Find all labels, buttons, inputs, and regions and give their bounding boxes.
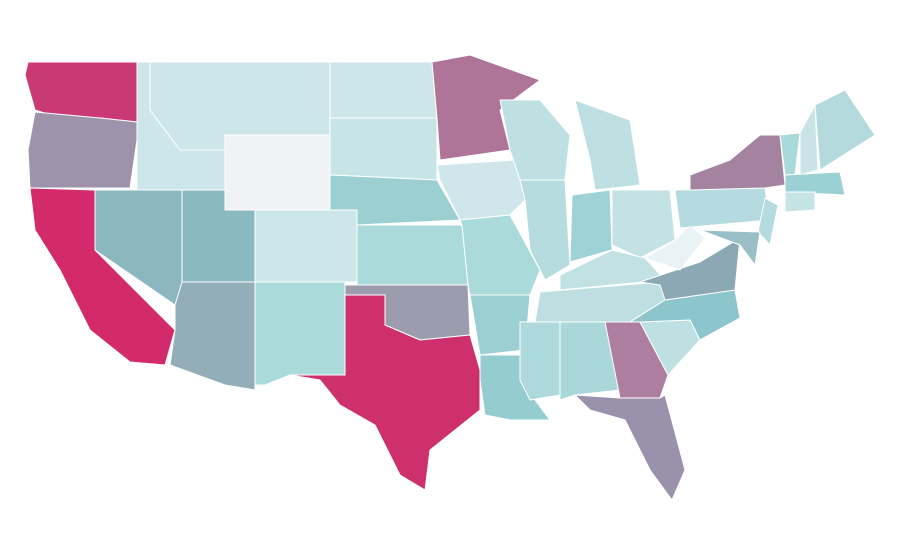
state	[644, 224, 706, 271]
state	[329, 61, 438, 119]
state	[569, 189, 613, 263]
state	[356, 224, 469, 286]
state	[559, 321, 621, 401]
state	[799, 104, 819, 176]
state	[784, 191, 816, 213]
state	[784, 171, 846, 196]
state	[519, 179, 571, 281]
state	[611, 189, 676, 259]
state	[329, 117, 438, 181]
state	[431, 54, 541, 161]
state	[574, 394, 686, 501]
state	[254, 209, 358, 283]
state	[689, 134, 786, 191]
state	[814, 89, 876, 171]
state	[699, 229, 761, 266]
state	[224, 134, 331, 211]
state	[519, 321, 561, 401]
state	[169, 281, 256, 391]
state	[289, 294, 481, 491]
state	[254, 281, 346, 386]
state	[674, 187, 771, 229]
state	[639, 237, 741, 301]
state	[27, 111, 138, 189]
state	[757, 197, 779, 246]
state	[574, 99, 641, 191]
state	[559, 249, 666, 291]
